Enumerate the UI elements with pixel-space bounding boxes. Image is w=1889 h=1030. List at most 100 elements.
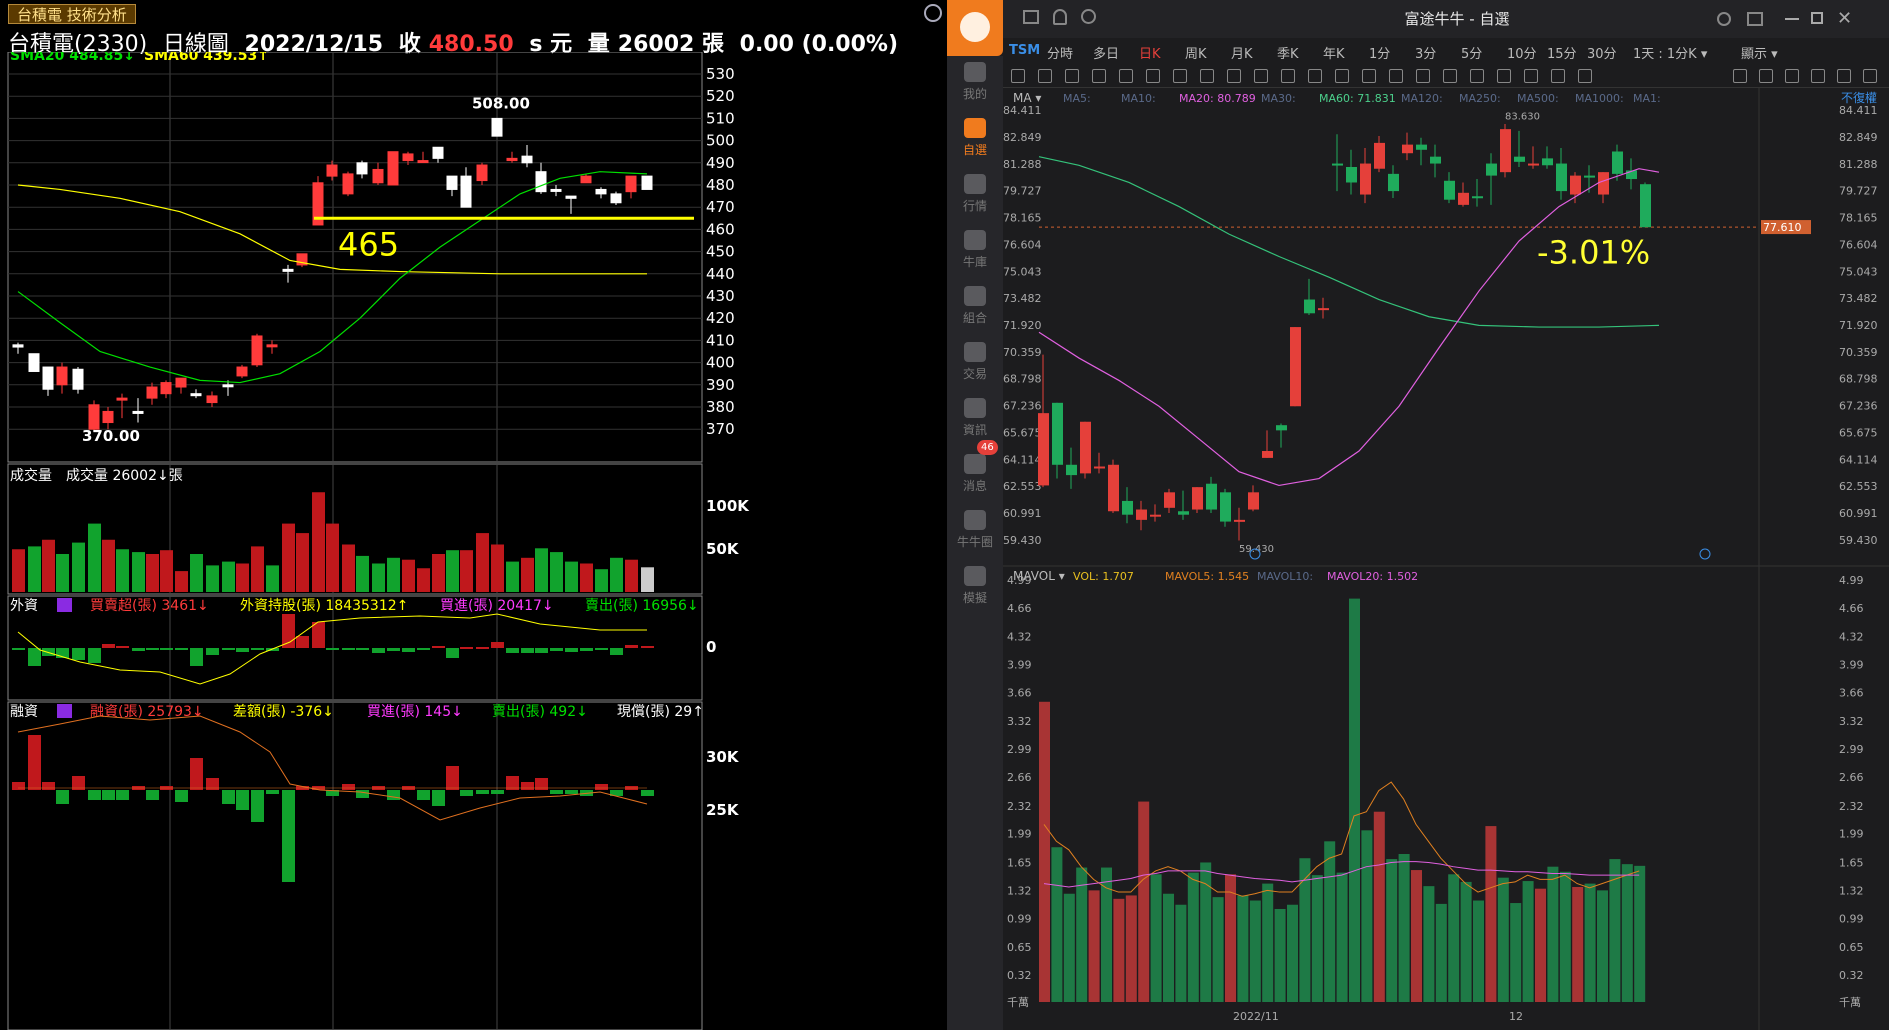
interval-select[interactable]: 1天 : 1分K ▾ <box>1633 47 1708 62</box>
foreign-bar <box>206 648 219 655</box>
sidenav-item-8[interactable]: 牛牛圈 <box>947 510 1003 550</box>
candle-body <box>1430 156 1441 164</box>
period-tab[interactable]: 多日 <box>1093 47 1120 62</box>
draw-tool-icon[interactable] <box>1335 69 1349 83</box>
draw-tool-icon[interactable] <box>1281 69 1295 83</box>
bell-icon[interactable] <box>1053 9 1067 25</box>
chart-tool-icon[interactable] <box>1733 69 1747 83</box>
sidenav-item-3[interactable]: 牛庫 <box>947 230 1003 270</box>
draw-tool-icon[interactable] <box>1443 69 1457 83</box>
candle-body <box>595 188 607 195</box>
chart-tool-icon[interactable] <box>1759 69 1773 83</box>
volume-bar <box>1138 801 1150 1002</box>
draw-tool-icon[interactable] <box>1389 69 1403 83</box>
candle-body <box>1220 492 1231 522</box>
symbol-tab[interactable]: TSM <box>1009 43 1041 58</box>
volume-bar <box>625 559 638 592</box>
foreign-bar <box>535 648 548 653</box>
draw-tool-icon[interactable] <box>1416 69 1430 83</box>
search-icon[interactable] <box>1081 9 1096 24</box>
maximize-icon[interactable] <box>1811 12 1823 24</box>
draw-tool-icon[interactable] <box>1227 69 1241 83</box>
price-tick-left: 60.991 <box>1003 507 1042 520</box>
period-tab[interactable]: 1分 <box>1369 47 1391 62</box>
close-icon[interactable]: ✕ <box>1837 8 1853 29</box>
margin-bar <box>356 790 369 798</box>
draw-tool-icon[interactable] <box>1551 69 1565 83</box>
price-tick: 82.849 <box>1839 131 1878 144</box>
vol-label: 量 <box>587 32 610 57</box>
draw-tool-icon[interactable] <box>1524 69 1538 83</box>
draw-tool-icon[interactable] <box>1362 69 1376 83</box>
headset-icon[interactable] <box>1717 12 1731 26</box>
sidenav-item-9[interactable]: 模擬 <box>947 566 1003 606</box>
draw-tool-icon[interactable] <box>1254 69 1268 83</box>
analysis-title-badge[interactable]: 台積電 技術分析 <box>8 4 136 24</box>
price-tick-left: 68.798 <box>1003 373 1042 386</box>
volume-bar <box>1448 874 1460 1002</box>
zoom-icon[interactable] <box>924 4 942 22</box>
sidenav-item-0[interactable]: 我的 <box>947 62 1003 102</box>
sidenav-item-2[interactable]: 行情 <box>947 174 1003 214</box>
period-tab[interactable]: 分時 <box>1047 47 1074 62</box>
volume-bar <box>1200 862 1212 1002</box>
foreign-bar <box>356 648 369 650</box>
sidenav-item-6[interactable]: 資訊 <box>947 398 1003 438</box>
sidenav-item-5[interactable]: 交易 <box>947 342 1003 382</box>
chart-tool-icon[interactable] <box>1863 69 1877 83</box>
price-tick: 64.114 <box>1839 453 1878 466</box>
draw-tool-icon[interactable] <box>1308 69 1322 83</box>
candle-body <box>1038 413 1049 486</box>
draw-tool-icon[interactable] <box>1470 69 1484 83</box>
sidenav-item-1[interactable]: 自選 <box>947 118 1003 158</box>
window-titlebar: 富途牛牛 - 自選 ✕ <box>947 0 1889 56</box>
volume-bar <box>222 561 235 592</box>
period-tab[interactable]: 5分 <box>1461 47 1483 62</box>
display-select[interactable]: 顯示 ▾ <box>1741 47 1778 62</box>
volume-bar <box>432 554 445 592</box>
period-tab[interactable]: 30分 <box>1587 47 1617 62</box>
sidenav-item-7[interactable]: 消息 <box>947 454 1003 494</box>
foreign-holding-line <box>17 613 647 685</box>
period-tab[interactable]: 10分 <box>1507 47 1537 62</box>
period-tab[interactable]: 年K <box>1323 47 1345 62</box>
draw-tool-icon[interactable] <box>1092 69 1106 83</box>
period-tab[interactable]: 15分 <box>1547 47 1577 62</box>
candle-body <box>1276 425 1287 431</box>
volume-bar <box>1497 877 1509 1002</box>
shirt-icon[interactable] <box>1747 12 1763 26</box>
volume-bar <box>102 539 115 592</box>
sidenav-icon <box>964 62 986 82</box>
draw-tool-icon[interactable] <box>1578 69 1592 83</box>
chart-tool-icon[interactable] <box>1811 69 1825 83</box>
period-tab[interactable]: 日K <box>1139 47 1161 62</box>
draw-tool-icon[interactable] <box>1119 69 1133 83</box>
minimize-icon[interactable] <box>1785 18 1799 20</box>
candle-body <box>446 175 458 190</box>
vol-tick-left: 4.99 <box>1007 574 1032 587</box>
draw-tool-icon[interactable] <box>1146 69 1160 83</box>
vol-tick-left: 2.32 <box>1007 800 1032 813</box>
menu-icon[interactable] <box>1023 10 1039 24</box>
volume-panel-frame <box>7 463 703 595</box>
chart-tool-icon[interactable] <box>1837 69 1851 83</box>
period-tab[interactable]: 季K <box>1277 47 1299 62</box>
volume-bar <box>550 552 563 592</box>
candle-body <box>190 393 202 397</box>
draw-tool-icon[interactable] <box>1497 69 1511 83</box>
draw-tool-icon[interactable] <box>1065 69 1079 83</box>
period-tab[interactable]: 周K <box>1185 47 1207 62</box>
draw-tool-icon[interactable] <box>1038 69 1052 83</box>
draw-tool-icon[interactable] <box>1011 69 1025 83</box>
chart-tool-icon[interactable] <box>1785 69 1799 83</box>
vol-tick: 3.99 <box>1839 659 1864 672</box>
draw-tool-icon[interactable] <box>1200 69 1214 83</box>
volume-bar <box>356 555 369 592</box>
draw-tool-icon[interactable] <box>1173 69 1187 83</box>
margin-bar <box>550 790 563 794</box>
period-tab[interactable]: 3分 <box>1415 47 1437 62</box>
period-tab[interactable]: 月K <box>1231 47 1253 62</box>
sidenav-item-4[interactable]: 組合 <box>947 286 1003 326</box>
period-label[interactable]: 日線圖 <box>162 32 229 57</box>
candle-body <box>610 193 622 204</box>
